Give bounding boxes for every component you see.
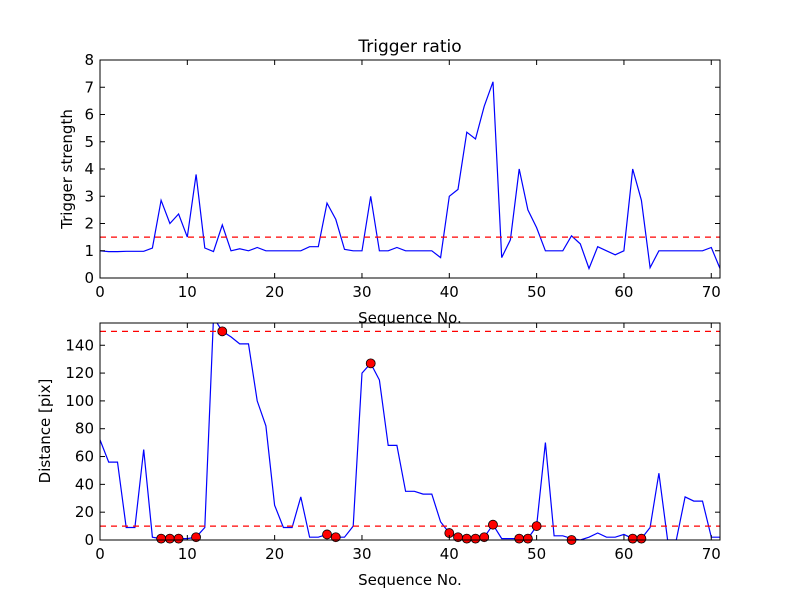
x-tick-label: 60 [614,283,633,301]
y-tick-label: 40 [75,475,94,493]
data-marker [173,533,184,544]
data-marker [531,521,542,531]
plot-frame [99,322,721,541]
data-marker [191,532,201,543]
series-line [100,81,720,271]
x-tick-label: 20 [265,545,284,563]
x-tick-label: 20 [265,283,284,301]
data-marker [627,533,638,544]
data-marker [461,533,472,544]
data-marker [522,533,533,544]
y-tick-label: 3 [84,187,94,205]
data-marker [156,533,167,544]
chart-title: Trigger ratio [357,37,461,57]
y-tick-label: 5 [84,133,94,151]
x-tick-label: 10 [178,283,197,301]
trigger-ratio-panel: Trigger ratio 0 10 20 30 40 50 60 70 0 1 2 3 4 5 6 7 8 S… [58,37,721,327]
y-tick-label: 0 [84,531,94,549]
y-tick-label: 20 [75,503,94,521]
data-marker [514,533,525,544]
x-tick-label: 30 [352,545,371,563]
y-tick-label: 140 [65,336,94,354]
data-marker [470,533,481,544]
y-tick-label: 0 [84,269,94,287]
data-marker [322,529,332,540]
data-marker [488,519,498,530]
x-tick-label: 40 [440,283,459,301]
series-line [100,323,720,540]
x-tick-label: 10 [178,545,197,563]
y-tick-label: 120 [65,364,94,382]
y-tick-label: 80 [75,420,94,438]
data-marker [479,532,490,543]
y-tick-label: 6 [84,106,94,124]
y-tick-label: 4 [84,160,94,178]
x-axis-label: Sequence No. [358,571,462,589]
x-tick-label: 70 [702,545,721,563]
data-marker [217,326,228,337]
x-tick-label: 0 [95,545,105,563]
x-tick-label: 70 [702,283,721,301]
y-tick-label: 60 [75,448,94,466]
plot-frame [99,59,721,279]
y-axis-label: Distance [pix] [36,379,54,484]
x-tick-label: 30 [352,283,371,301]
x-axis-label: Sequence No. [358,309,462,327]
x-tick-label: 50 [527,283,546,301]
y-tick-label: 7 [84,78,94,96]
data-marker [636,533,647,544]
data-marker [365,358,376,369]
y-tick-label: 100 [65,392,94,410]
distance-panel: 0 10 20 30 40 50 60 70 0 20 40 60 80 100 120 140 Sequen… [36,322,721,589]
y-tick-label: 2 [84,215,94,233]
y-tick-label: 1 [84,242,94,260]
data-marker [164,533,175,544]
x-tick-label: 60 [614,545,633,563]
x-tick-label: 50 [527,545,546,563]
data-marker [330,532,341,543]
y-tick-label: 8 [84,51,94,69]
x-tick-label: 40 [440,545,459,563]
y-axis-label: Trigger strength [58,109,76,230]
x-tick-label: 0 [95,283,105,301]
